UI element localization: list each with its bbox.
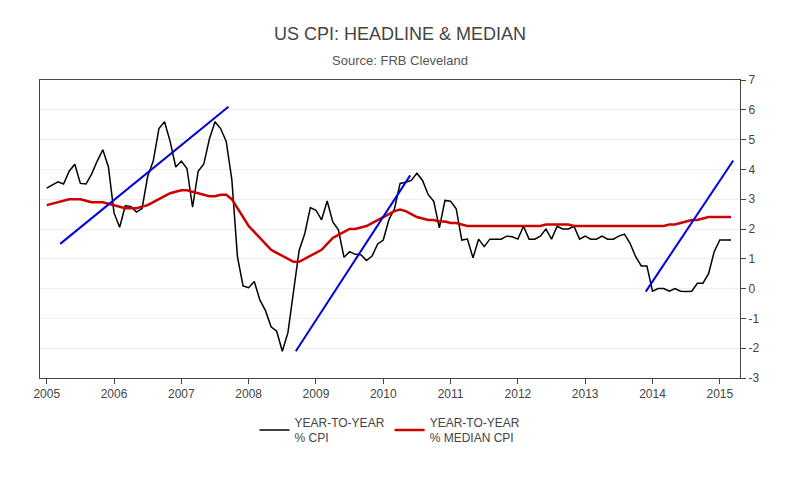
svg-text:YEAR-TO-YEAR% CPI: YEAR-TO-YEAR% CPI [295,416,385,446]
svg-text:YEAR-TO-YEAR% MEDIAN CPI: YEAR-TO-YEAR% MEDIAN CPI [430,416,520,446]
svg-text:5: 5 [748,133,755,147]
svg-text:-1: -1 [748,312,759,326]
svg-text:2011: 2011 [438,387,464,401]
svg-text:-3: -3 [748,371,759,385]
svg-text:2015: 2015 [706,387,733,401]
svg-text:0: 0 [748,282,755,296]
svg-text:2007: 2007 [168,387,195,401]
svg-text:4: 4 [748,163,755,177]
svg-text:Source: FRB Cleveland: Source: FRB Cleveland [332,53,468,68]
svg-text:2013: 2013 [572,387,599,401]
svg-text:2005: 2005 [33,387,60,401]
svg-text:1: 1 [748,252,755,266]
svg-text:2014: 2014 [639,387,666,401]
svg-text:7: 7 [748,73,755,87]
svg-text:2009: 2009 [303,387,330,401]
svg-text:6: 6 [748,103,755,117]
svg-text:-2: -2 [748,341,759,355]
svg-text:2010: 2010 [370,387,397,401]
svg-text:2012: 2012 [505,387,532,401]
svg-text:3: 3 [748,192,755,206]
svg-text:2006: 2006 [101,387,128,401]
svg-text:2008: 2008 [235,387,262,401]
svg-text:2: 2 [748,222,755,236]
svg-text:US CPI: HEADLINE & MEDIAN: US CPI: HEADLINE & MEDIAN [274,24,526,44]
